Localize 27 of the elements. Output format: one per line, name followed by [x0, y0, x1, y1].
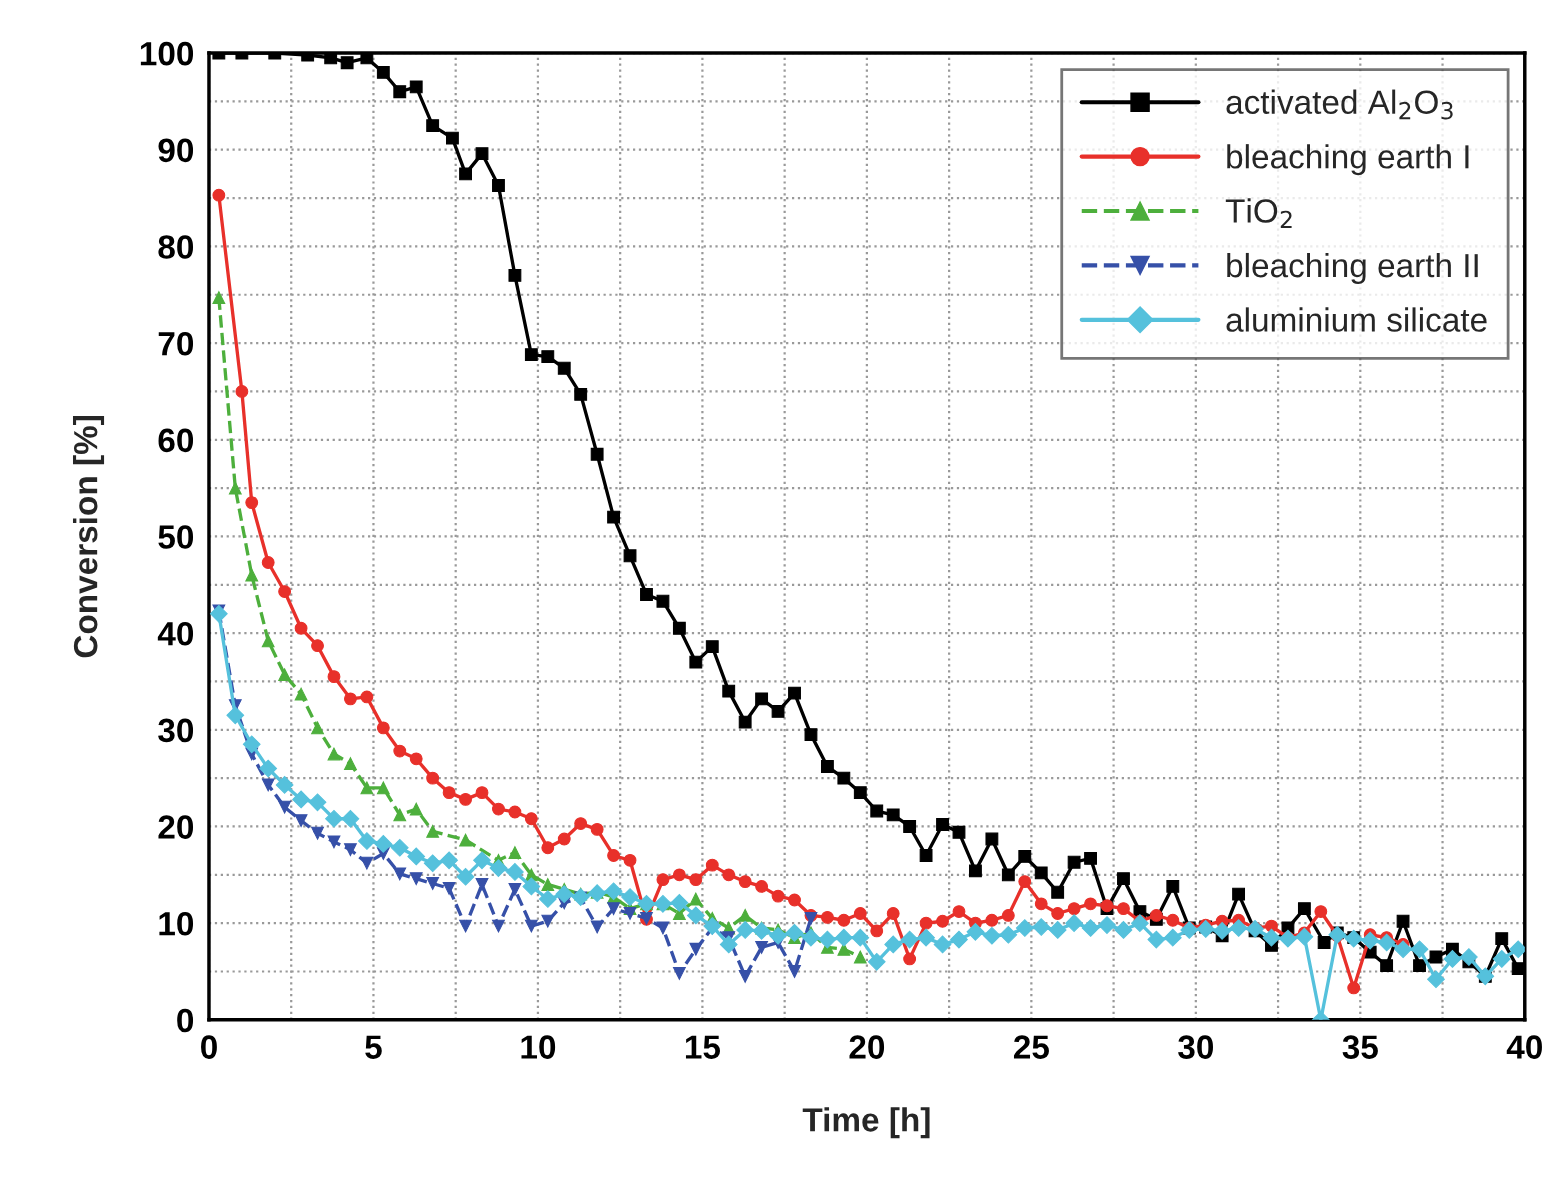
y-tick-label: 70	[158, 331, 194, 356]
x-tick-label: 15	[685, 1035, 721, 1059]
legend-label: bleaching earth II	[1227, 252, 1478, 285]
x-tick-label: 40	[1506, 1035, 1542, 1059]
legend-label: bleaching earth I	[1227, 144, 1469, 176]
y-tick-label: 80	[158, 235, 194, 259]
y-tick-label: 40	[157, 621, 194, 646]
x-axis-title: Time [h]	[802, 1107, 930, 1139]
y-tick-label: 50	[158, 525, 194, 549]
x-tick-label: 5	[365, 1035, 382, 1059]
y-tick-label: 60	[158, 428, 194, 453]
y-tick-label: 0	[177, 1008, 194, 1033]
legend-label: aluminium silicate	[1226, 307, 1487, 332]
y-tick-label: 20	[158, 815, 194, 839]
x-tick-label: 30	[1178, 1035, 1213, 1059]
x-tick-label: 25	[1013, 1035, 1049, 1059]
x-tick-label: 20	[849, 1035, 885, 1059]
x-tick-label: 10	[521, 1035, 556, 1059]
y-tick-label: 100	[140, 41, 194, 66]
y-tick-label: 90	[158, 138, 194, 163]
x-tick-label: 0	[201, 1035, 217, 1059]
legend-label: activated Al$_{2}$O$_{3}$	[1226, 89, 1453, 120]
y-tick-label: 10	[159, 911, 194, 936]
x-tick-label: 35	[1342, 1035, 1378, 1059]
y-tick-label: 30	[158, 718, 194, 743]
legend-label: TiO$_{2}$	[1225, 198, 1292, 228]
y-axis-title: Conversion [%]	[72, 416, 105, 658]
